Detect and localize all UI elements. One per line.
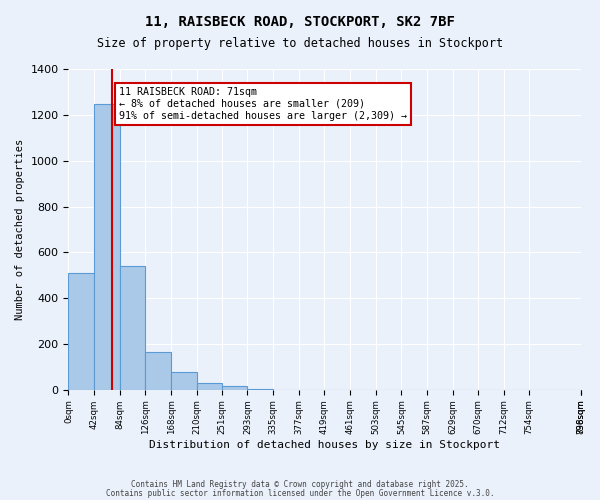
Bar xyxy=(94,104,120,390)
Bar xyxy=(68,273,94,390)
Text: 11, RAISBECK ROAD, STOCKPORT, SK2 7BF: 11, RAISBECK ROAD, STOCKPORT, SK2 7BF xyxy=(145,15,455,29)
Y-axis label: Number of detached properties: Number of detached properties xyxy=(15,139,25,320)
Bar xyxy=(247,389,273,390)
Text: 11 RAISBECK ROAD: 71sqm
← 8% of detached houses are smaller (209)
91% of semi-de: 11 RAISBECK ROAD: 71sqm ← 8% of detached… xyxy=(119,88,407,120)
X-axis label: Distribution of detached houses by size in Stockport: Distribution of detached houses by size … xyxy=(149,440,500,450)
Text: Contains public sector information licensed under the Open Government Licence v.: Contains public sector information licen… xyxy=(106,488,494,498)
Bar xyxy=(145,352,171,390)
Bar xyxy=(222,386,247,390)
Text: Size of property relative to detached houses in Stockport: Size of property relative to detached ho… xyxy=(97,38,503,51)
Bar xyxy=(120,266,145,390)
Bar xyxy=(171,372,197,390)
Bar xyxy=(197,384,222,390)
Text: Contains HM Land Registry data © Crown copyright and database right 2025.: Contains HM Land Registry data © Crown c… xyxy=(131,480,469,489)
